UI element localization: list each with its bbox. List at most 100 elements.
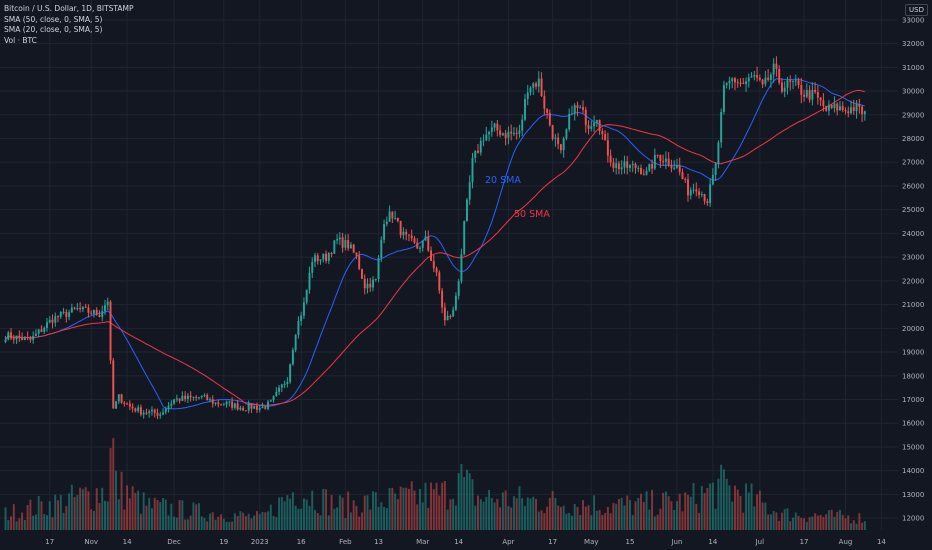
volume-bar xyxy=(142,492,145,530)
volume-bar xyxy=(524,506,526,530)
volume-bar xyxy=(463,476,466,530)
candle-body xyxy=(153,409,156,413)
volume-bar xyxy=(73,497,76,530)
y-tick-label: 31000 xyxy=(902,64,924,72)
volume-bar xyxy=(347,491,350,530)
volume-bar xyxy=(206,521,209,530)
volume-bar xyxy=(48,501,51,530)
candle-body xyxy=(117,394,120,402)
candle-body xyxy=(772,63,775,75)
volume-bar xyxy=(559,506,562,530)
legend-sma50[interactable]: SMA (50, close, 0, SMA, 5) xyxy=(4,14,103,24)
volume-bar xyxy=(40,501,43,530)
candle-body xyxy=(673,167,676,169)
volume-bar xyxy=(250,518,253,530)
y-tick-label: 16000 xyxy=(902,420,924,428)
volume-bar xyxy=(175,517,178,530)
volume-bar xyxy=(468,473,471,530)
candle-body xyxy=(634,163,637,169)
candle-body xyxy=(4,339,7,342)
volume-bar xyxy=(590,515,593,530)
candle-body xyxy=(852,107,855,112)
legend-volume[interactable]: Vol · BTC xyxy=(4,35,37,45)
volume-bar xyxy=(222,518,225,530)
volume-bar xyxy=(170,503,173,530)
volume-bar xyxy=(255,511,258,530)
volume-bar xyxy=(496,498,499,530)
candle-body xyxy=(65,311,68,317)
candle-body xyxy=(54,316,57,323)
candle-body xyxy=(15,335,18,340)
volume-bar xyxy=(772,510,775,530)
candle-body xyxy=(267,401,269,409)
candle-body xyxy=(29,337,32,340)
candle-body xyxy=(750,76,753,78)
candle-body xyxy=(783,87,786,92)
candle-body xyxy=(399,221,402,236)
candle-body xyxy=(156,412,159,416)
candle-body xyxy=(233,403,236,408)
candle-body xyxy=(579,107,582,109)
volume-bar xyxy=(764,502,767,530)
candle-body xyxy=(670,165,673,169)
volume-bar xyxy=(532,496,535,530)
volume-bar xyxy=(441,482,444,530)
volume-bar xyxy=(341,497,344,530)
y-tick-label: 19000 xyxy=(902,349,924,357)
candle-body xyxy=(637,167,640,169)
volume-bar xyxy=(767,514,770,530)
candle-body xyxy=(675,165,678,168)
volume-bar xyxy=(562,505,565,530)
volume-bar xyxy=(37,496,40,530)
candle-body xyxy=(383,224,386,240)
volume-bar xyxy=(587,505,590,530)
candle-body xyxy=(734,78,736,83)
currency-button[interactable]: USD xyxy=(905,4,928,16)
candle-body xyxy=(139,407,142,415)
legend-sma20[interactable]: SMA (20, close, 0, SMA, 5) xyxy=(4,25,103,34)
volume-bar xyxy=(488,489,491,530)
volume-bar xyxy=(775,512,778,530)
volume-bar xyxy=(151,508,153,530)
candle-body xyxy=(322,253,325,260)
volume-bar xyxy=(642,501,645,530)
volume-bar xyxy=(336,507,339,530)
candle-body xyxy=(131,406,134,409)
volume-bar xyxy=(811,516,814,530)
volume-bar xyxy=(92,511,95,530)
volume-bar xyxy=(570,515,573,530)
candle-body xyxy=(68,312,71,317)
candle-body xyxy=(642,174,645,176)
candle-body xyxy=(728,81,731,84)
volume-bar xyxy=(692,483,695,530)
candle-body xyxy=(601,131,604,135)
volume-bar xyxy=(576,506,579,530)
volume-bar xyxy=(87,491,90,530)
candle-body xyxy=(819,97,822,101)
candle-body xyxy=(388,211,391,222)
volume-bar xyxy=(233,513,236,530)
volume-bar xyxy=(717,478,720,530)
candle-body xyxy=(786,80,789,88)
volume-bar xyxy=(325,489,328,530)
candle-body xyxy=(681,172,684,180)
candle-body xyxy=(84,306,87,308)
candle-body xyxy=(347,240,350,249)
candle-body xyxy=(43,327,46,332)
x-tick-label: 2023 xyxy=(251,538,269,546)
volume-bar xyxy=(786,508,789,530)
volume-bar xyxy=(59,494,62,530)
volume-bar xyxy=(377,506,380,530)
candle-body xyxy=(236,403,239,410)
legend-symbol[interactable]: Bitcoin / U.S. Dollar, 1D, BITSTAMP xyxy=(4,4,134,13)
y-tick-label: 28000 xyxy=(902,135,924,143)
candle-body xyxy=(120,394,123,403)
volume-bar xyxy=(286,495,289,530)
candle-body xyxy=(325,253,328,261)
volume-bar xyxy=(264,512,267,530)
volume-bar xyxy=(62,512,65,530)
candle-body xyxy=(711,174,714,185)
candle-body xyxy=(526,92,529,99)
volume-bar xyxy=(651,489,654,530)
